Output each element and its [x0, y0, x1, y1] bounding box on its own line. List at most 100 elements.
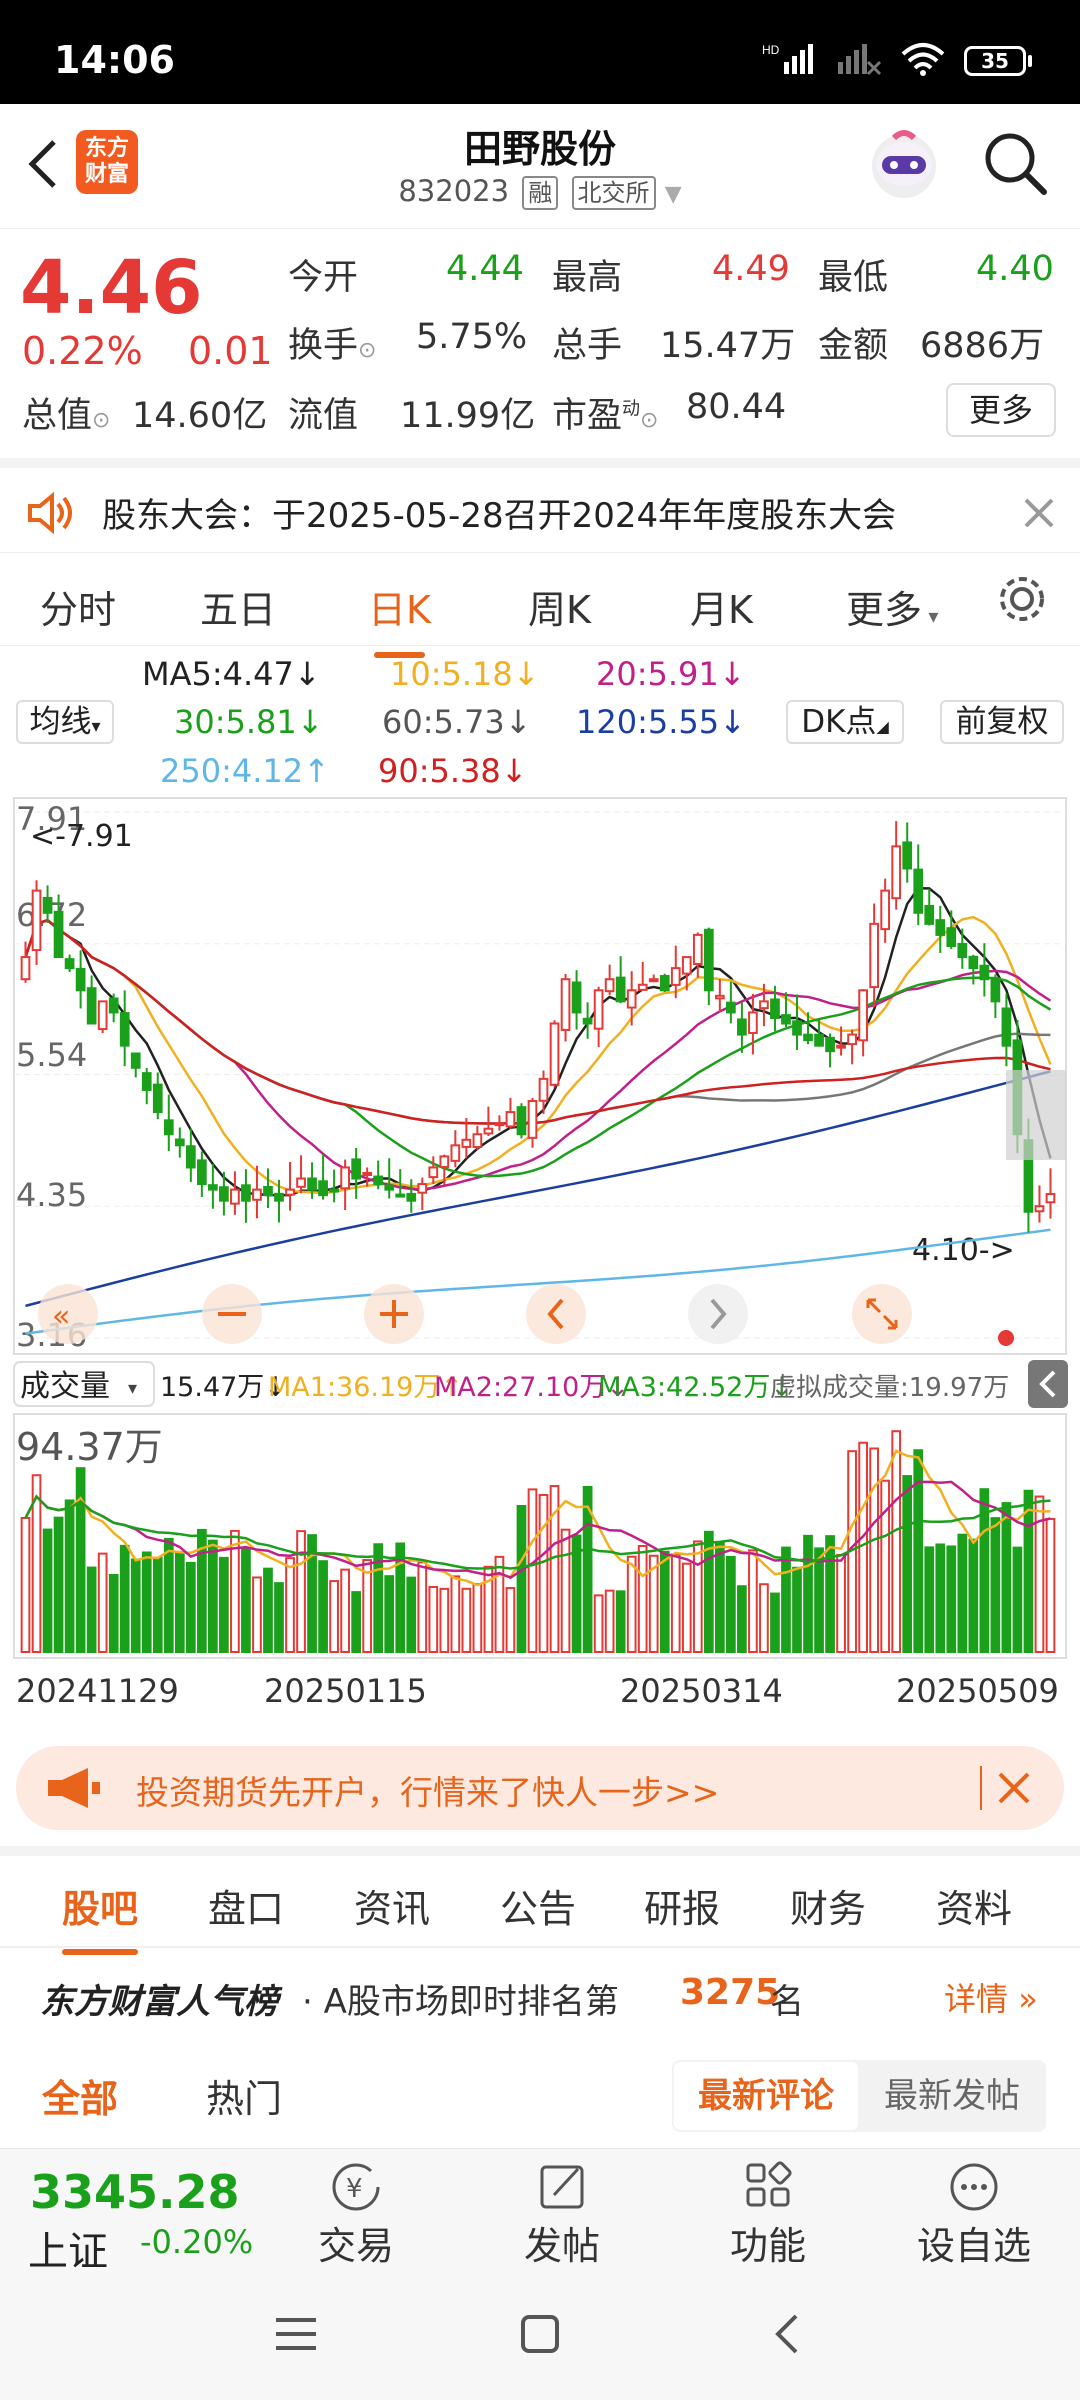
- candles: [20, 821, 1056, 1233]
- tab-guba[interactable]: 股吧: [62, 1878, 139, 1955]
- function-label: 功能: [729, 2224, 806, 2268]
- candle: [31, 889, 42, 952]
- prev-button[interactable]: [526, 1284, 586, 1344]
- tab-intraday[interactable]: 分时: [40, 588, 117, 632]
- volume-bar: [891, 1430, 902, 1654]
- tab-research[interactable]: 研报: [644, 1887, 721, 1931]
- ma-type-dropdown[interactable]: 均线▾: [16, 700, 114, 744]
- volume-bar: [163, 1537, 174, 1654]
- volume-bar: [384, 1575, 395, 1654]
- volume-bar: [241, 1547, 251, 1654]
- scroll-left-button[interactable]: [38, 1284, 98, 1344]
- mcap-label[interactable]: 总值⊙: [22, 396, 111, 436]
- volume-bar: [263, 1567, 273, 1654]
- tab-weekly-k[interactable]: 周K: [528, 588, 591, 632]
- volume-bar: [968, 1538, 979, 1653]
- ma250-line: [25, 1228, 1051, 1335]
- y-tick-1: 7.91: [16, 800, 87, 838]
- close-icon[interactable]: [1022, 496, 1056, 534]
- price-adjust-button[interactable]: 前复权: [940, 700, 1064, 744]
- x-date-1: 20241129: [16, 1672, 179, 1710]
- home-icon[interactable]: [520, 2314, 560, 2358]
- filter-hot[interactable]: 热门: [206, 2077, 283, 2121]
- virtual-volume: 虚拟成交量:19.97万: [770, 1373, 1009, 1403]
- stock-code-row[interactable]: 832023 融 北交所 ▼: [0, 174, 1080, 210]
- candle: [252, 1188, 262, 1201]
- rank-detail-link[interactable]: 详情 »: [944, 1980, 1038, 2018]
- sort-latest-comment[interactable]: 最新评论: [674, 2062, 858, 2130]
- candle: [130, 1052, 141, 1069]
- turnover-label[interactable]: 换手⊙: [288, 326, 377, 366]
- tab-announcement[interactable]: 公告: [500, 1887, 577, 1931]
- fullscreen-button[interactable]: [852, 1284, 912, 1344]
- tab-more[interactable]: 更多 ▾: [846, 588, 939, 632]
- filter-all[interactable]: 全部: [42, 2077, 119, 2121]
- volume-bar: [571, 1534, 582, 1653]
- vol-ma20-line: [24, 1494, 1051, 1570]
- candle: [582, 1017, 593, 1025]
- settings-gear-icon[interactable]: [996, 573, 1048, 629]
- volume-bar: [902, 1475, 913, 1653]
- sort-latest-post[interactable]: 最新发帖: [884, 2076, 1020, 2116]
- candle: [417, 1183, 428, 1194]
- candle: [230, 1188, 240, 1205]
- low-marker: 4.10->: [912, 1233, 1015, 1268]
- volume-bar: [219, 1556, 229, 1653]
- pe-label[interactable]: 市盈动⊙: [552, 396, 659, 436]
- volume-bar: [108, 1574, 119, 1654]
- ma90-line: [24, 918, 1051, 1125]
- next-button[interactable]: [688, 1284, 748, 1344]
- back-arrow-icon: [28, 140, 56, 188]
- candle: [472, 1133, 483, 1148]
- tab-profile[interactable]: 资料: [936, 1887, 1013, 1931]
- more-button[interactable]: 更多: [946, 383, 1056, 437]
- candle: [450, 1144, 461, 1162]
- ma30-legend: 30:5.81↓: [174, 703, 324, 741]
- candle: [362, 1172, 373, 1177]
- ad-banner[interactable]: 投资期货先开户，行情来了快人一步>>: [16, 1746, 1064, 1830]
- candle: [792, 1020, 802, 1036]
- indicator-dropdown[interactable]: [13, 1361, 155, 1407]
- tab-five-day[interactable]: 五日: [200, 588, 277, 632]
- dk-point-button[interactable]: DK点◢: [786, 700, 904, 744]
- volume-bar: [285, 1557, 295, 1653]
- search-icon: [985, 133, 1047, 195]
- candle: [770, 998, 780, 1019]
- svg-text:¥: ¥: [346, 2174, 363, 2204]
- notice-bar[interactable]: 股东大会：于2025-05-28召开2024年年度股东大会: [0, 458, 1080, 552]
- tab-pankou[interactable]: 盘口: [208, 1887, 285, 1931]
- back-nav-icon[interactable]: [772, 2312, 802, 2360]
- volume-bar: [913, 1449, 924, 1654]
- candle: [329, 1188, 339, 1193]
- change-percent: 0.22%: [22, 329, 143, 373]
- collapse-panel-button[interactable]: [1028, 1360, 1068, 1408]
- volume-bar: [362, 1559, 373, 1653]
- candle: [1034, 1205, 1045, 1213]
- expand-icon: [866, 1298, 898, 1330]
- post-filter-row: 全部 热门 最新评论 最新发帖: [0, 2042, 1080, 2148]
- tab-monthly-k[interactable]: 月K: [690, 588, 753, 632]
- candle: [692, 933, 703, 966]
- volume-bar: [714, 1541, 725, 1653]
- back-button[interactable]: [20, 134, 70, 194]
- candle: [913, 868, 924, 914]
- post-button[interactable]: 发帖: [492, 2149, 632, 2271]
- tab-news[interactable]: 资讯: [354, 1887, 431, 1931]
- candle: [946, 927, 957, 947]
- low-label: 最低: [818, 258, 889, 298]
- volume-indicator-label: 成交量: [20, 1369, 110, 1404]
- popularity-rank-row[interactable]: 东方财富人气榜 · A股市场即时排名第 3275 名 详情 »: [0, 1946, 1080, 2042]
- tab-finance[interactable]: 财务: [790, 1887, 867, 1931]
- trade-button[interactable]: ¥ 交易: [286, 2149, 426, 2271]
- assistant-robot-icon[interactable]: [864, 124, 944, 204]
- function-button[interactable]: 功能: [698, 2149, 838, 2271]
- menu-icon[interactable]: [274, 2314, 318, 2358]
- tab-daily-k[interactable]: 日K: [368, 579, 431, 658]
- add-watchlist-button[interactable]: 设自选: [904, 2149, 1044, 2271]
- volume-bar: [20, 1516, 31, 1653]
- search-button[interactable]: [980, 128, 1050, 198]
- close-icon[interactable]: [996, 1770, 1032, 1810]
- candle: [318, 1180, 328, 1197]
- red-dot-marker: [998, 1330, 1014, 1346]
- kline-chart[interactable]: 7.91 6.72 5.54 4.35 3.16 <-7.91 4.10-> «…: [0, 790, 1080, 1670]
